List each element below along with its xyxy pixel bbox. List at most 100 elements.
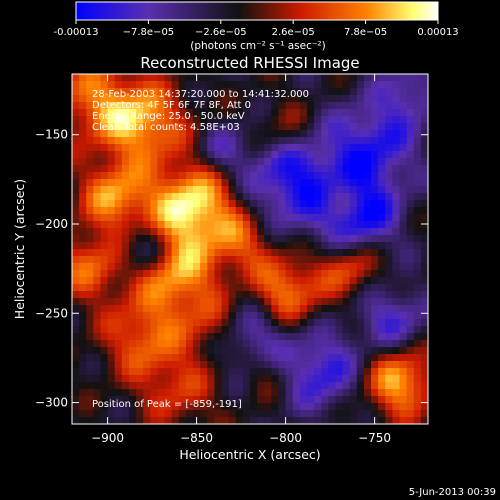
heatmap-cell: [72, 109, 80, 117]
heatmap-cell: [150, 109, 158, 117]
heatmap-cell: [128, 186, 137, 194]
heatmap-cell: [79, 389, 87, 397]
heatmap-cell: [200, 326, 208, 334]
heatmap-cell: [299, 81, 308, 89]
heatmap-cell: [72, 74, 80, 82]
heatmap-cell: [250, 389, 258, 397]
heatmap-cell: [278, 270, 286, 278]
heatmap-cell: [292, 312, 301, 320]
heatmap-cell: [178, 186, 187, 194]
heatmap-cell: [193, 361, 201, 369]
heatmap-cell: [378, 396, 386, 404]
heatmap-cell: [306, 88, 315, 96]
heatmap-cell: [100, 305, 108, 313]
plot-frame: [71, 73, 429, 425]
heatmap-cell: [257, 186, 265, 194]
heatmap-cell: [86, 74, 94, 82]
heatmap-cell: [157, 95, 165, 103]
heatmap-cell: [299, 95, 308, 103]
heatmap-cell: [72, 417, 80, 425]
heatmap-cell: [335, 396, 343, 404]
heatmap-cell: [392, 242, 400, 250]
heatmap-cell: [349, 312, 358, 320]
heatmap-cell: [349, 165, 358, 173]
heatmap-cell: [328, 137, 336, 145]
heatmap-cell: [200, 123, 208, 131]
heatmap-cell: [100, 228, 108, 236]
heatmap-cell: [314, 102, 322, 110]
heatmap-cell: [399, 102, 408, 110]
heatmap-cell: [264, 193, 272, 201]
heatmap-cell: [413, 333, 422, 341]
heatmap-cell: [285, 270, 294, 278]
heatmap-cell: [321, 291, 329, 299]
heatmap-cell: [420, 144, 429, 152]
heatmap-cell: [321, 144, 329, 152]
heatmap-cell: [371, 144, 379, 152]
heatmap-cell: [299, 179, 308, 187]
heatmap-cell: [107, 340, 116, 348]
heatmap-cell: [271, 144, 279, 152]
heatmap-cell: [193, 305, 201, 313]
heatmap-cell: [79, 242, 87, 250]
heatmap-cell: [93, 88, 101, 96]
heatmap-cell: [371, 235, 379, 243]
heatmap-cell: [285, 354, 294, 362]
heatmap-cell: [378, 88, 386, 96]
heatmap-cell: [128, 284, 137, 292]
heatmap-cell: [306, 165, 315, 173]
heatmap-cell: [278, 256, 286, 264]
heatmap-cell: [228, 102, 237, 110]
heatmap-cell: [257, 95, 265, 103]
heatmap-cell: [79, 256, 87, 264]
heatmap-cell: [207, 326, 215, 334]
heatmap-cell: [114, 130, 123, 138]
heatmap-cell: [79, 228, 87, 236]
heatmap-cell: [242, 382, 251, 390]
heatmap-cell: [193, 375, 201, 383]
heatmap-cell: [292, 354, 301, 362]
heatmap-cell: [171, 375, 180, 383]
heatmap-cell: [242, 368, 251, 376]
heatmap-cell: [143, 326, 151, 334]
heatmap-cell: [271, 172, 279, 180]
heatmap-cell: [136, 291, 144, 299]
heatmap-cell: [228, 326, 237, 334]
heatmap-cell: [114, 200, 123, 208]
heatmap-cell: [399, 214, 408, 222]
heatmap-cell: [214, 81, 222, 89]
heatmap-cell: [264, 284, 272, 292]
heatmap-cell: [185, 305, 194, 313]
heatmap-cell: [378, 109, 386, 117]
heatmap-cell: [193, 242, 201, 250]
heatmap-cell: [299, 347, 308, 355]
heatmap-cell: [342, 109, 351, 117]
heatmap-cell: [385, 207, 393, 215]
heatmap-cell: [214, 298, 222, 306]
x-tick-label: −750: [358, 431, 391, 445]
heatmap-cell: [193, 172, 201, 180]
heatmap-cell: [143, 74, 151, 82]
heatmap-cell: [335, 207, 343, 215]
heatmap-cell: [328, 256, 336, 264]
heatmap-cell: [114, 277, 123, 285]
heatmap-cell: [221, 81, 230, 89]
heatmap-cell: [257, 263, 265, 271]
heatmap-cell: [371, 277, 379, 285]
heatmap-cell: [349, 158, 358, 166]
heatmap-cell: [157, 389, 165, 397]
heatmap-cell: [257, 347, 265, 355]
heatmap-cell: [342, 193, 351, 201]
heatmap-cell: [185, 172, 194, 180]
heatmap-cell: [420, 396, 429, 404]
heatmap-cell: [335, 74, 343, 82]
heatmap-cell: [328, 417, 336, 425]
heatmap-cell: [207, 144, 215, 152]
heatmap-cell: [264, 214, 272, 222]
heatmap-cell: [72, 270, 80, 278]
heatmap-cell: [72, 312, 80, 320]
heatmap-cell: [164, 298, 173, 306]
heatmap-cell: [392, 340, 400, 348]
heatmap-cell: [406, 389, 415, 397]
heatmap-cell: [86, 326, 94, 334]
